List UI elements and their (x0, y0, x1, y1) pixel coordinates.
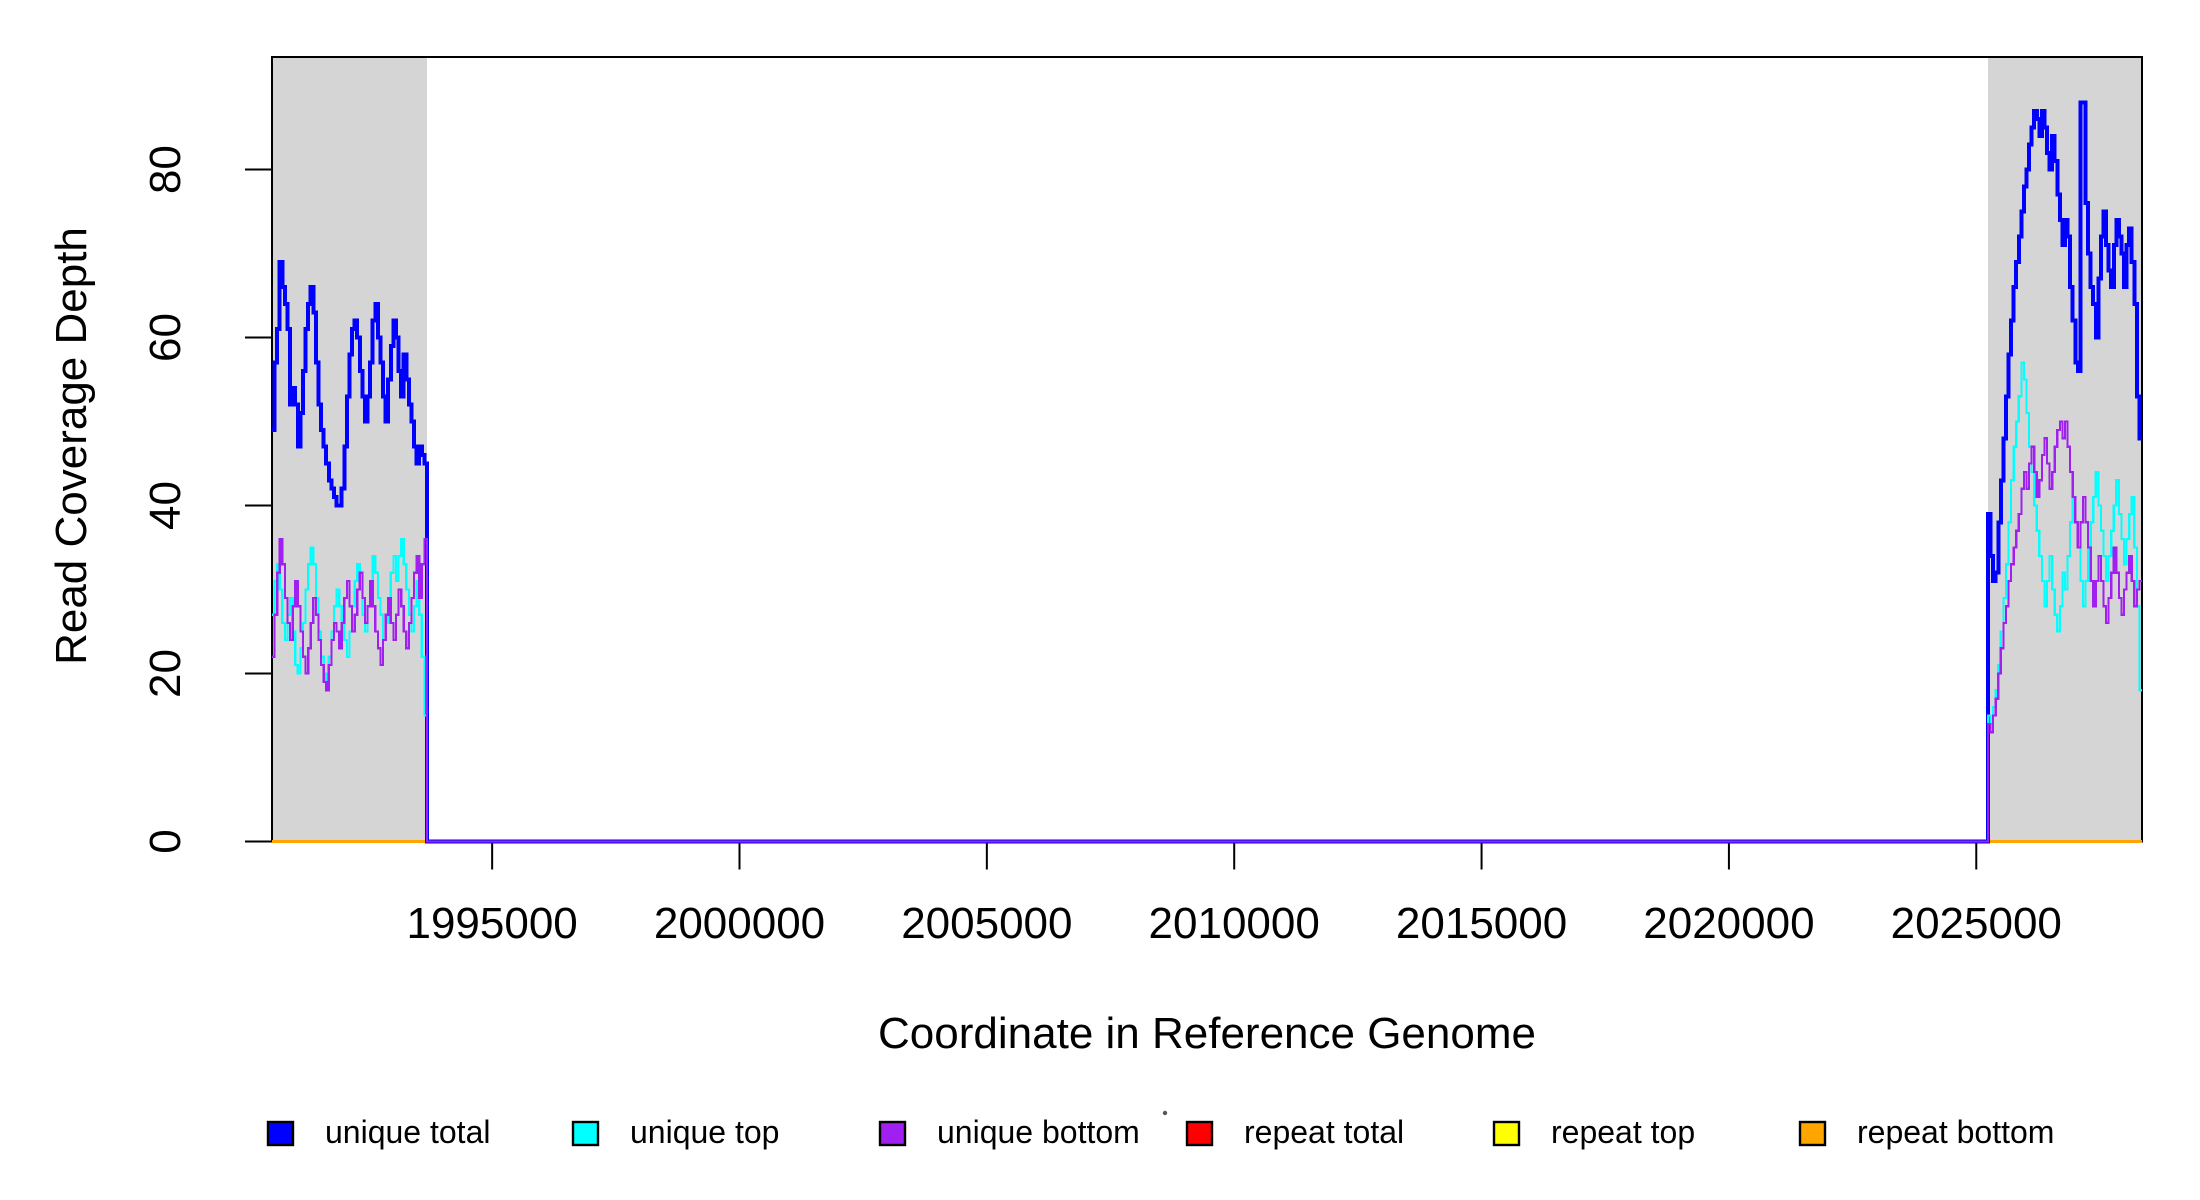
y-tick-label: 0 (141, 829, 190, 853)
legend-label-repeat-total: repeat total (1244, 1114, 1404, 1150)
legend-label-unique-total: unique total (325, 1114, 490, 1150)
legend: unique total unique top unique bottom repea… (266, 1114, 2054, 1150)
highlight-regions (272, 57, 2142, 842)
x-tick-label: 2025000 (1891, 899, 2062, 948)
legend-label-repeat-top: repeat top (1551, 1114, 1695, 1150)
legend-swatch-unique-top (571, 1120, 600, 1147)
series-line-unique-top (272, 361, 2142, 843)
x-tick-label: 2010000 (1149, 899, 1320, 948)
legend-swatch-repeat-total (1185, 1120, 1214, 1147)
x-tick-label: 2000000 (654, 899, 825, 948)
axes: 1995000 2000000 2005000 2010000 2015000 20200… (141, 145, 2062, 948)
legend-label-repeat-bottom: repeat bottom (1857, 1114, 2054, 1150)
legend-label-unique-bottom: unique bottom (937, 1114, 1140, 1150)
x-axis-title: Coordinate in Reference Genome (878, 1009, 1536, 1058)
x-tick-label: 1995000 (406, 899, 577, 948)
legend-swatch-repeat-bottom (1798, 1120, 1827, 1147)
stray-dot (1162, 1110, 1168, 1116)
legend-swatch-unique-bottom (878, 1120, 907, 1147)
x-tick-label: 2015000 (1396, 899, 1567, 948)
legend-swatch-unique-total (266, 1120, 295, 1147)
y-tick-label: 40 (141, 481, 190, 530)
legend-swatch-repeat-top (1492, 1120, 1521, 1147)
plot-border (271, 56, 2143, 843)
right-unique-region (1987, 57, 2142, 842)
x-tick-label: 2005000 (901, 899, 1072, 948)
y-axis-title: Read Coverage Depth (47, 227, 96, 665)
y-tick-label: 20 (141, 649, 190, 698)
series-line-unique-bottom (272, 420, 2142, 843)
y-tick-label: 60 (141, 313, 190, 362)
series-line-unique-total (272, 100, 2142, 844)
legend-label-unique-top: unique top (630, 1114, 779, 1150)
x-tick-label: 2020000 (1643, 899, 1814, 948)
series-lines (272, 100, 2142, 844)
plot-frame (271, 56, 2143, 843)
left-unique-region (272, 57, 427, 842)
y-tick-label: 80 (141, 145, 190, 194)
